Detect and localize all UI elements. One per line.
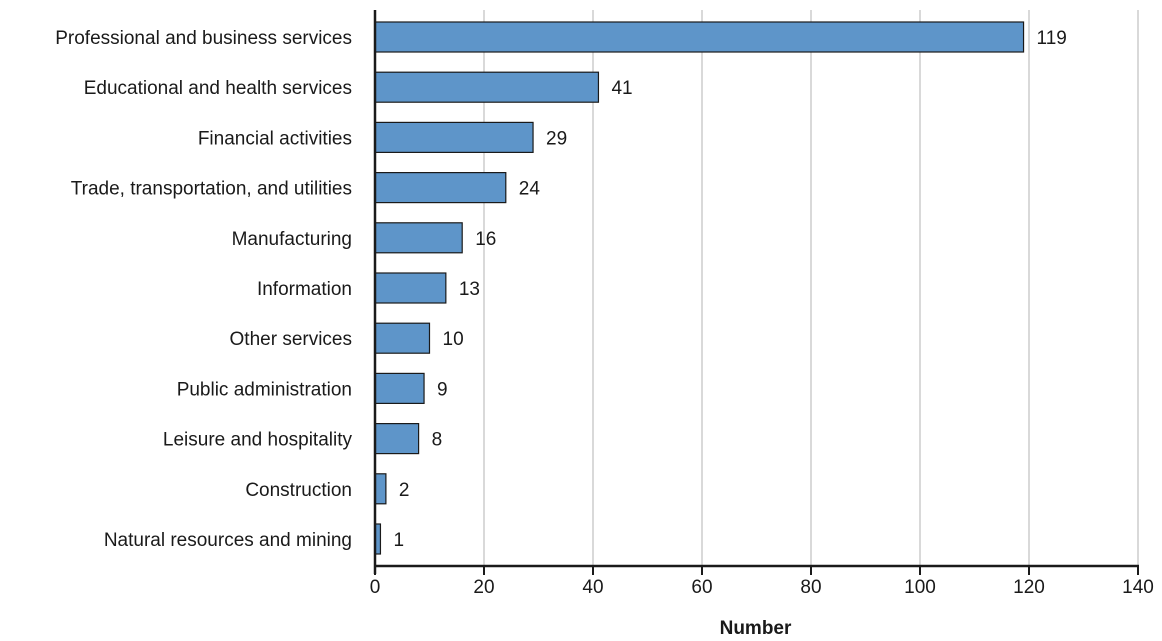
bar [374,372,425,404]
x-tick-label: 40 [582,577,603,598]
value-label: 1 [393,530,404,551]
x-tick-label: 140 [1122,577,1154,598]
value-labels: 119 41 29 24 16 13 10 9 8 2 1 [393,28,1066,551]
category-label: Information [257,279,352,300]
value-label: 2 [399,480,410,501]
value-label: 10 [443,329,464,350]
x-tick-label: 0 [370,577,381,598]
category-label: Manufacturing [232,229,352,250]
x-tick-label: 120 [1013,577,1045,598]
axes [373,10,1139,574]
bar [374,71,600,103]
value-label: 8 [432,430,443,451]
value-label: 119 [1037,28,1067,49]
category-label: Construction [245,480,352,501]
category-label: Educational and health services [84,78,352,99]
x-tick-label: 60 [691,577,712,598]
value-label: 9 [437,379,448,400]
category-label: Leisure and hospitality [163,430,353,451]
bar [374,322,431,354]
value-label: 29 [546,128,567,149]
bar [374,272,447,304]
value-label: 16 [475,229,496,250]
category-label: Financial activities [198,128,352,149]
x-ticks: 0 20 40 60 80 100 120 140 [370,566,1154,598]
x-axis-title: Number [720,618,792,639]
value-label: 41 [611,78,632,99]
value-label: 13 [459,279,480,300]
bar [374,21,1025,53]
x-tick-label: 80 [800,577,821,598]
category-label: Other services [230,329,352,350]
bars [374,21,1025,555]
category-labels: Professional and business services Educat… [55,28,352,551]
category-label: Natural resources and mining [104,530,352,551]
x-tick-label: 20 [473,577,494,598]
bar [374,121,534,154]
value-label: 24 [519,179,541,200]
category-label: Trade, transportation, and utilities [71,179,352,200]
bar [374,222,463,254]
category-label: Public administration [177,379,352,400]
bar [374,172,507,204]
x-tick-label: 100 [904,577,936,598]
bar [374,473,387,505]
bar [374,423,420,455]
category-label: Professional and business services [55,28,352,49]
